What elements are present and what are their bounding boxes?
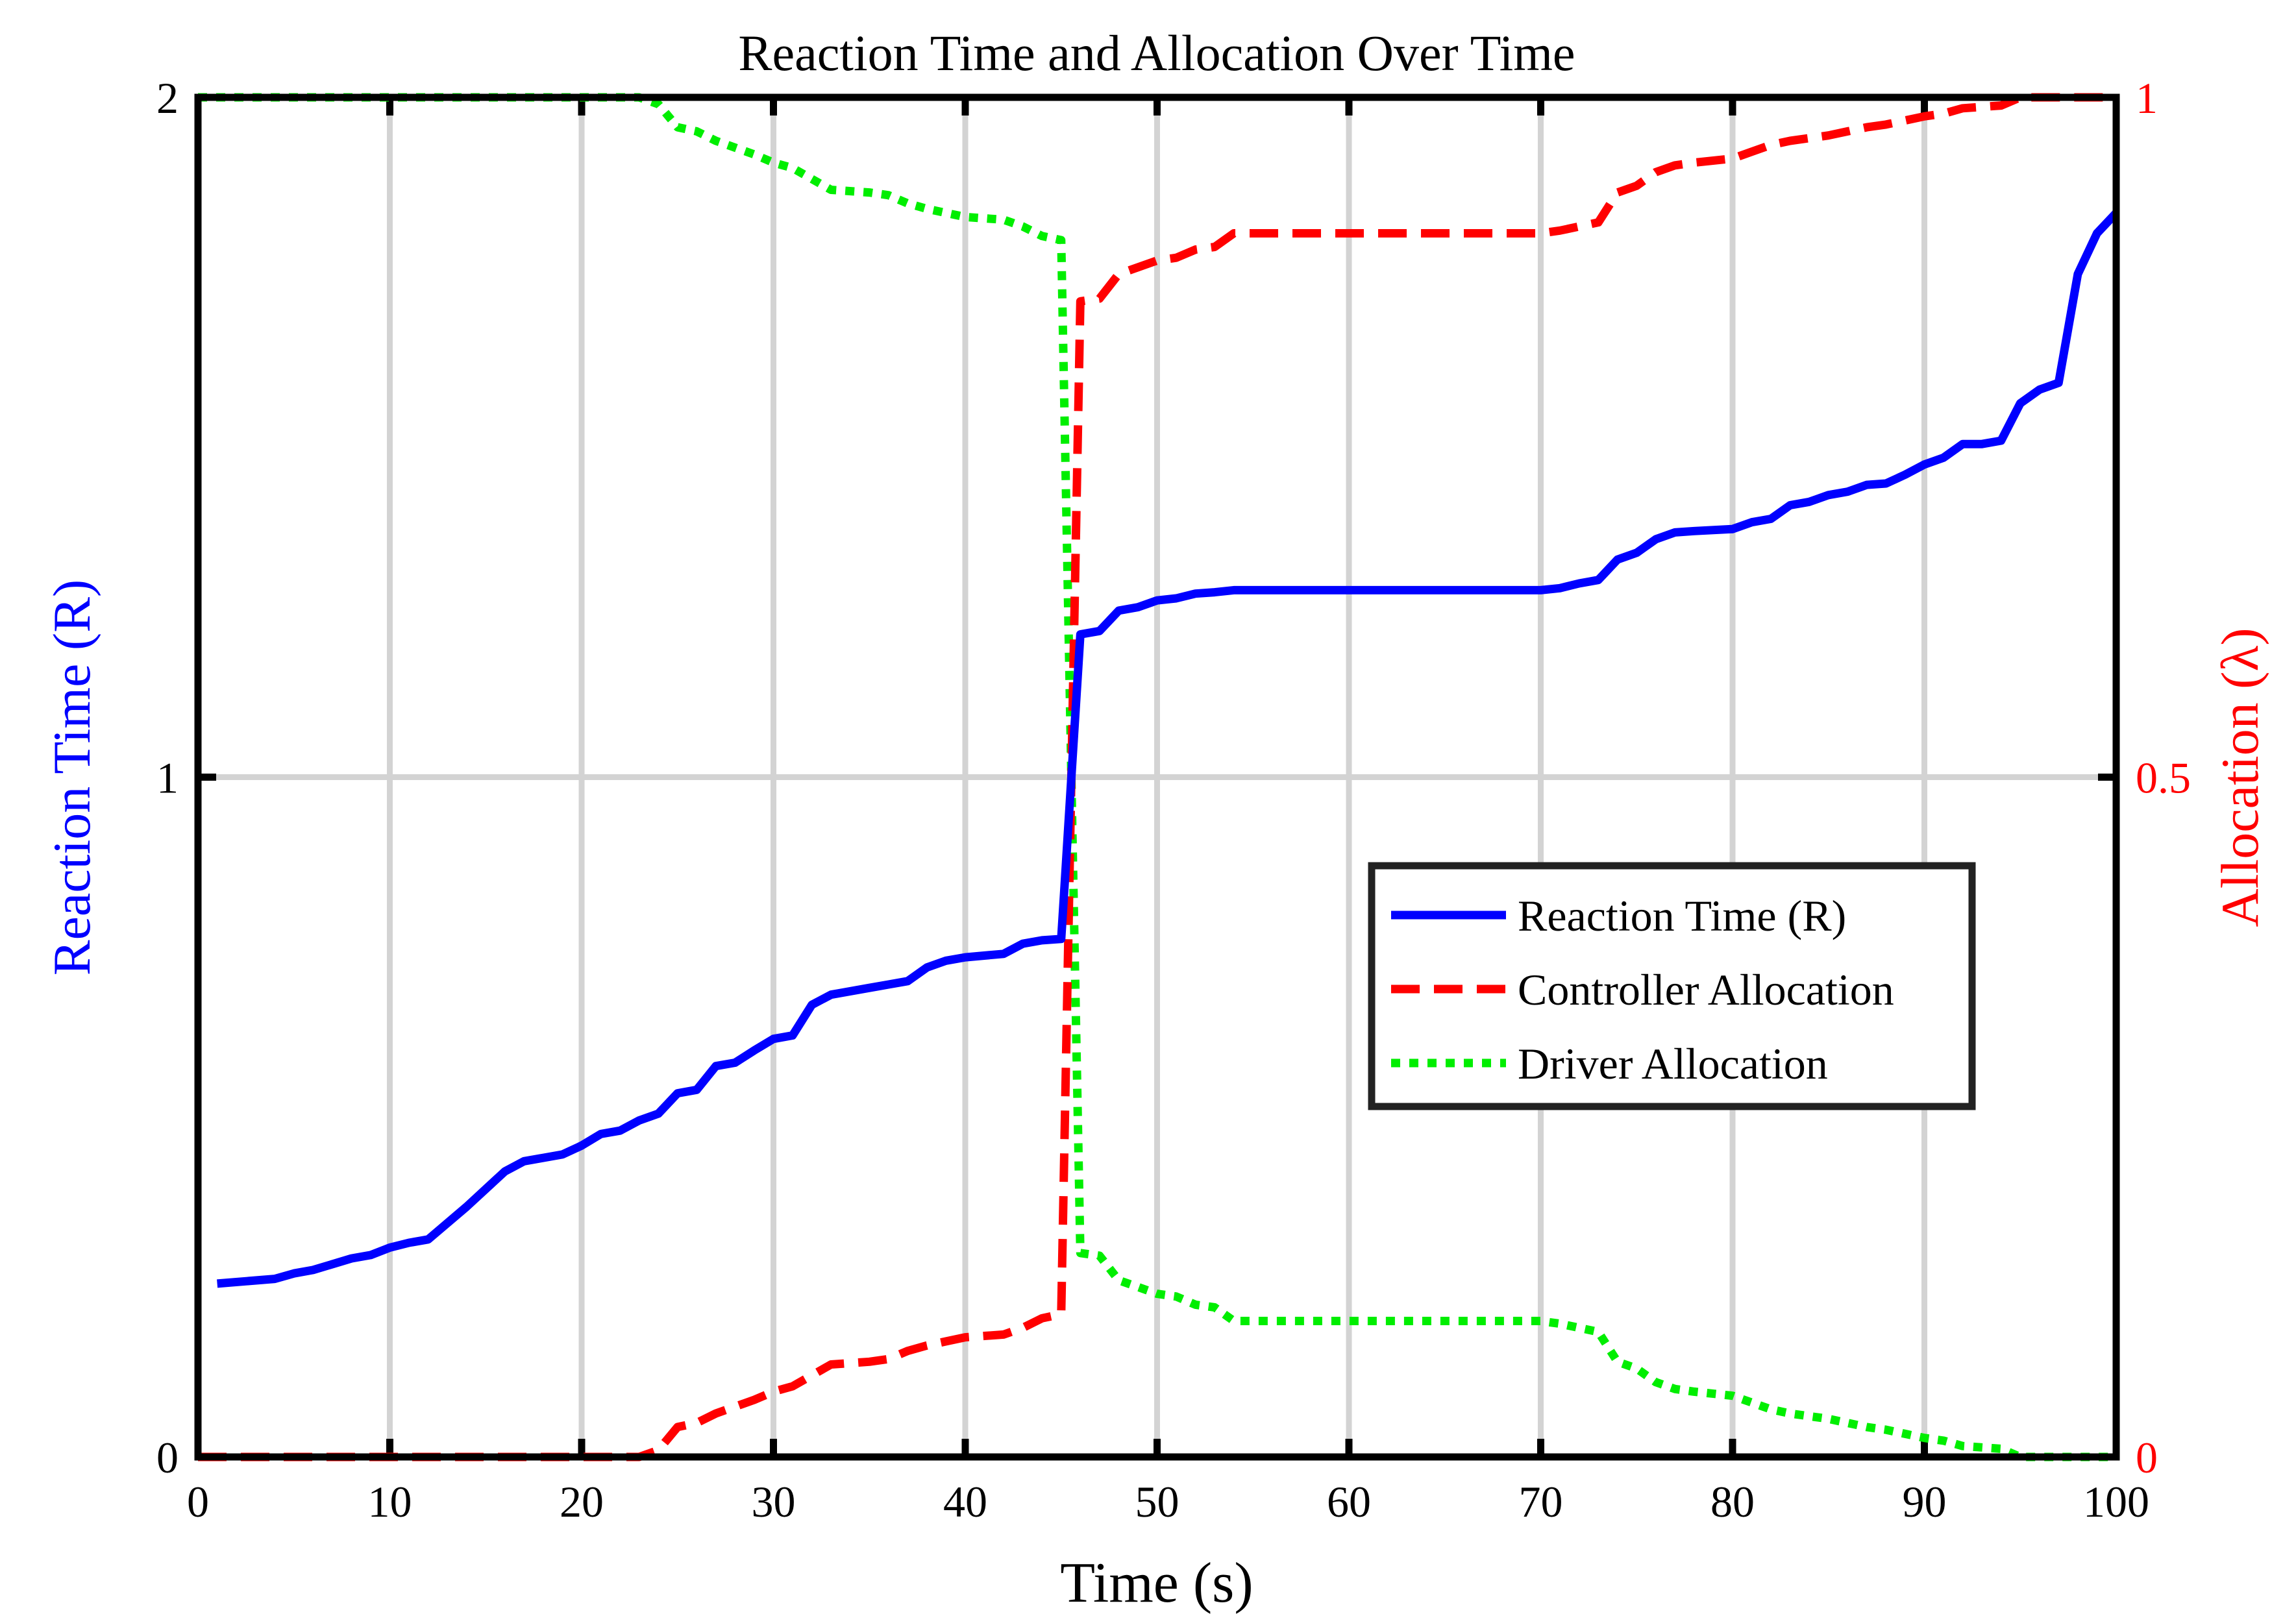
chart-title: Reaction Time and Allocation Over Time	[738, 25, 1575, 81]
x-tick-label: 80	[1710, 1477, 1755, 1526]
y-axis-label-right: Allocation (λ)	[2210, 628, 2269, 927]
x-tick-label: 40	[943, 1477, 987, 1526]
x-tick-label: 60	[1327, 1477, 1371, 1526]
legend: Reaction Time (R) Controller Allocation Dr…	[1368, 862, 1976, 1110]
x-axis-label: Time (s)	[1060, 1552, 1253, 1614]
x-tick-labels: 0 10 20 30 40 50 60 70 80 90 100	[187, 1477, 2149, 1526]
series-layer	[198, 93, 2119, 1461]
legend-label: Driver Allocation	[1518, 1039, 1828, 1088]
legend-label: Controller Allocation	[1518, 965, 1894, 1014]
plot-frame	[194, 93, 2120, 1461]
series-line-driver-allocation	[198, 93, 2116, 1461]
x-tick-label: 0	[187, 1477, 209, 1526]
y-axis-label-left: Reaction Time (R)	[42, 580, 101, 975]
x-tick-label: 50	[1135, 1477, 1179, 1526]
x-tick-label: 20	[560, 1477, 604, 1526]
x-tick-label: 10	[368, 1477, 412, 1526]
y-left-tick-label: 0	[156, 1433, 179, 1482]
y-left-tick-label: 1	[156, 753, 179, 803]
x-tick-label: 100	[2083, 1477, 2149, 1526]
legend-label: Reaction Time (R)	[1518, 891, 1846, 940]
legend-items: Reaction Time (R) Controller Allocation Dr…	[1391, 891, 1894, 1088]
y-right-tick-label: 1	[2136, 73, 2158, 123]
grid-lines	[198, 97, 2116, 1457]
y-right-tick-labels: 00.51	[2136, 73, 2191, 1482]
y-left-tick-label: 2	[156, 73, 179, 123]
series-line-controller-allocation	[198, 93, 2116, 1461]
y-right-tick-label: 0	[2136, 1433, 2158, 1482]
x-tick-label: 30	[752, 1477, 796, 1526]
x-tick-label: 70	[1519, 1477, 1563, 1526]
y-left-tick-labels: 0 1 2	[156, 73, 179, 1482]
series-line-reaction-time	[217, 210, 2119, 1288]
x-tick-label: 90	[1903, 1477, 1947, 1526]
y-right-tick-label: 0.5	[2136, 753, 2191, 803]
